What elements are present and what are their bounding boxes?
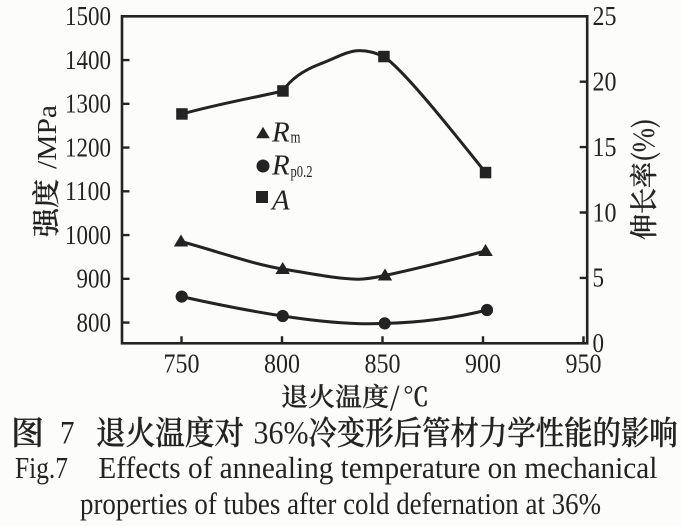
- svg-text:900: 900: [77, 264, 112, 294]
- svg-text:900: 900: [465, 349, 501, 379]
- svg-text:7: 7: [60, 416, 75, 452]
- svg-text:800: 800: [77, 307, 112, 337]
- svg-text:0: 0: [593, 328, 605, 358]
- svg-text:800: 800: [264, 349, 300, 379]
- svg-text:m: m: [291, 128, 301, 147]
- svg-text:36%: 36%: [254, 416, 309, 452]
- svg-text:1500: 1500: [65, 1, 111, 31]
- svg-text:1400: 1400: [65, 45, 111, 75]
- svg-text:5: 5: [593, 263, 605, 293]
- svg-text:20: 20: [593, 67, 617, 97]
- svg-text:/MPa: /MPa: [32, 105, 62, 169]
- svg-text:750: 750: [164, 349, 200, 379]
- svg-text:950: 950: [566, 349, 602, 379]
- svg-text:1300: 1300: [65, 89, 111, 119]
- svg-text:p0.2: p0.2: [291, 162, 313, 181]
- svg-text:15: 15: [593, 132, 617, 162]
- svg-text:Fig.7: Fig.7: [15, 450, 68, 485]
- svg-text:10: 10: [593, 197, 617, 227]
- svg-text:R: R: [271, 117, 290, 149]
- svg-text:1000: 1000: [65, 220, 111, 250]
- svg-text:Effects of annealing temperatu: Effects of annealing temperature on mech…: [98, 450, 657, 485]
- svg-text:1200: 1200: [65, 132, 111, 162]
- svg-text:properties of tubes after cold: properties of tubes after cold defernati…: [80, 486, 601, 521]
- svg-text:R: R: [271, 150, 290, 182]
- svg-text:850: 850: [365, 349, 401, 379]
- svg-text:25: 25: [593, 1, 617, 31]
- svg-text:1100: 1100: [65, 176, 111, 206]
- svg-text:A: A: [270, 185, 290, 217]
